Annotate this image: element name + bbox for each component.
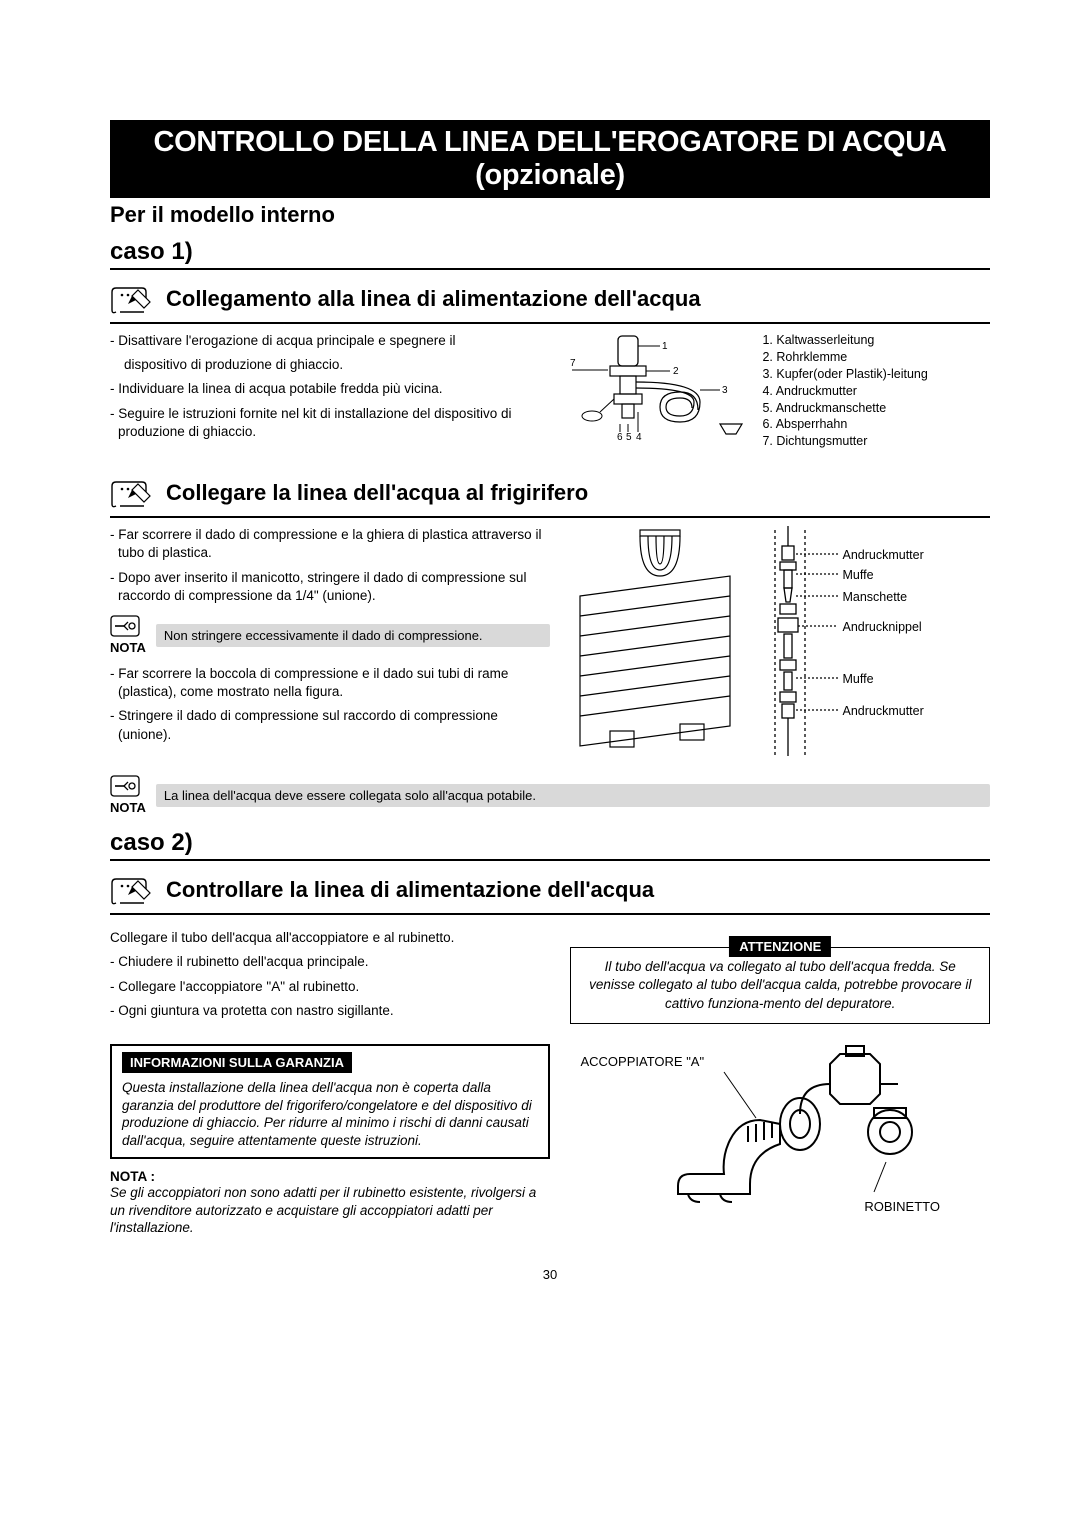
- svg-text:4: 4: [636, 432, 642, 442]
- warranty-body: Questa installazione della linea dell'ac…: [122, 1079, 538, 1149]
- legend-item: 4. Andruckmutter: [762, 383, 927, 400]
- s2-bullet: - Far scorrere la boccola di compression…: [110, 665, 550, 701]
- section2-body: - Far scorrere il dado di compressione e…: [110, 526, 990, 769]
- section3-left: Collegare il tubo dell'acqua all'accoppi…: [110, 929, 550, 1237]
- svg-text:5: 5: [626, 432, 632, 442]
- nota-below: NOTA : Se gli accoppiatori non sono adat…: [110, 1169, 550, 1237]
- svg-text:6: 6: [617, 432, 623, 442]
- coupler-illustration: [630, 1044, 930, 1214]
- section1-bullets: - Disattivare l'erogazione di acqua prin…: [110, 332, 550, 450]
- subtitle: Per il modello interno: [110, 202, 990, 228]
- warranty-box: INFORMAZIONI SULLA GARANZIA Questa insta…: [110, 1044, 550, 1159]
- page-banner: CONTROLLO DELLA LINEA DELL'EROGATORE DI …: [110, 120, 990, 198]
- svg-text:7: 7: [570, 358, 576, 369]
- pen-icon: [110, 476, 154, 512]
- pen-icon: [110, 873, 154, 909]
- note2-row: NOTA La linea dell'acqua deve essere col…: [110, 775, 990, 815]
- s2-bullet: - Far scorrere il dado di compressione e…: [110, 526, 550, 562]
- section3-title: Controllare la linea di alimentazione de…: [166, 873, 990, 903]
- coupler-figure: ACCOPPIATORE "A": [570, 1044, 990, 1214]
- nota-label: NOTA: [110, 640, 146, 655]
- section3-header: Controllare la linea di alimentazione de…: [110, 865, 990, 915]
- page-number: 30: [110, 1267, 990, 1282]
- nota-label-below: NOTA :: [110, 1169, 550, 1184]
- s3-intro: Collegare il tubo dell'acqua all'accoppi…: [110, 929, 550, 947]
- warranty-heading: INFORMAZIONI SULLA GARANZIA: [122, 1052, 352, 1073]
- section1-title: Collegamento alla linea di alimentazione…: [166, 282, 990, 312]
- s3-bullet: - Ogni giuntura va protetta con nastro s…: [110, 1002, 550, 1020]
- s1-bullet: - Individuare la linea di acqua potabile…: [110, 380, 550, 398]
- fig2-label: Manschette: [842, 590, 907, 604]
- section1-body: - Disattivare l'erogazione di acqua prin…: [110, 332, 990, 450]
- s3-bullet: - Collegare l'accoppiatore "A" al rubine…: [110, 978, 550, 996]
- legend-item: 7. Dichtungsmutter: [762, 433, 927, 450]
- section2-header: Collegare la linea dell'acqua al frigiri…: [110, 468, 990, 518]
- s1-bullet: - Seguire le istruzioni fornite nel kit …: [110, 405, 550, 441]
- svg-text:2: 2: [673, 366, 679, 377]
- case1-heading: caso 1): [110, 238, 990, 270]
- section3-body: Collegare il tubo dell'acqua all'accoppi…: [110, 929, 990, 1237]
- fig2-label: Muffe: [842, 568, 873, 582]
- s2-bullet: - Stringere il dado di compressione sul …: [110, 707, 550, 743]
- s3-bullet: - Chiudere il rubinetto dell'acqua princ…: [110, 953, 550, 971]
- pen-icon: [110, 282, 154, 318]
- fig2-label: Andruckmutter: [842, 704, 923, 718]
- attention-box: ATTENZIONE Il tubo dell'acqua va collega…: [570, 947, 990, 1024]
- svg-text:3: 3: [722, 385, 728, 396]
- legend-item: 6. Absperrhahn: [762, 416, 927, 433]
- figure2-illustration: [570, 526, 930, 766]
- svg-text:1: 1: [662, 341, 668, 352]
- case2-heading: caso 2): [110, 829, 990, 861]
- section2-left: - Far scorrere il dado di compressione e…: [110, 526, 550, 769]
- attention-heading: ATTENZIONE: [729, 936, 831, 957]
- figure1-legend: 1. Kaltwasserleitung 2. Rohrklemme 3. Ku…: [762, 332, 927, 450]
- fig2-label: Muffe: [842, 672, 873, 686]
- s1-bullet: dispositivo di produzione di ghiaccio.: [110, 356, 550, 374]
- section1-figure-area: 1 2 7 3 6 5 4 1. Kaltwasserleitung 2. Ro…: [570, 332, 990, 450]
- note1-row: NOTA Non stringere eccessivamente il dad…: [110, 615, 550, 655]
- legend-item: 3. Kupfer(oder Plastik)-leitung: [762, 366, 927, 383]
- nota-label: NOTA: [110, 800, 146, 815]
- note-icon: [110, 775, 140, 797]
- section2-title: Collegare la linea dell'acqua al frigiri…: [166, 476, 990, 506]
- s1-bullet: - Disattivare l'erogazione di acqua prin…: [110, 332, 550, 350]
- legend-item: 5. Andruckmanschette: [762, 400, 927, 417]
- accoppiatore-label: ACCOPPIATORE "A": [580, 1054, 704, 1069]
- robinetto-label: ROBINETTO: [864, 1199, 940, 1214]
- note1-text: Non stringere eccessivamente il dado di …: [156, 624, 551, 647]
- figure1-illustration: 1 2 7 3 6 5 4: [570, 332, 750, 442]
- fig2-label: Andruckmutter: [842, 548, 923, 562]
- section1-header: Collegamento alla linea di alimentazione…: [110, 274, 990, 324]
- note2-text: La linea dell'acqua deve essere collegat…: [156, 784, 990, 807]
- legend-item: 2. Rohrklemme: [762, 349, 927, 366]
- s2-bullet: - Dopo aver inserito il manicotto, strin…: [110, 569, 550, 605]
- section3-right: ATTENZIONE Il tubo dell'acqua va collega…: [570, 929, 990, 1237]
- section2-figure: Andruckmutter Muffe Manschette Andruckni…: [570, 526, 990, 769]
- note-icon: [110, 615, 140, 637]
- fig2-label: Andrucknippel: [842, 620, 921, 634]
- attention-body: Il tubo dell'acqua va collegato al tubo …: [583, 958, 977, 1013]
- legend-item: 1. Kaltwasserleitung: [762, 332, 927, 349]
- nota-body-below: Se gli accoppiatori non sono adatti per …: [110, 1184, 550, 1237]
